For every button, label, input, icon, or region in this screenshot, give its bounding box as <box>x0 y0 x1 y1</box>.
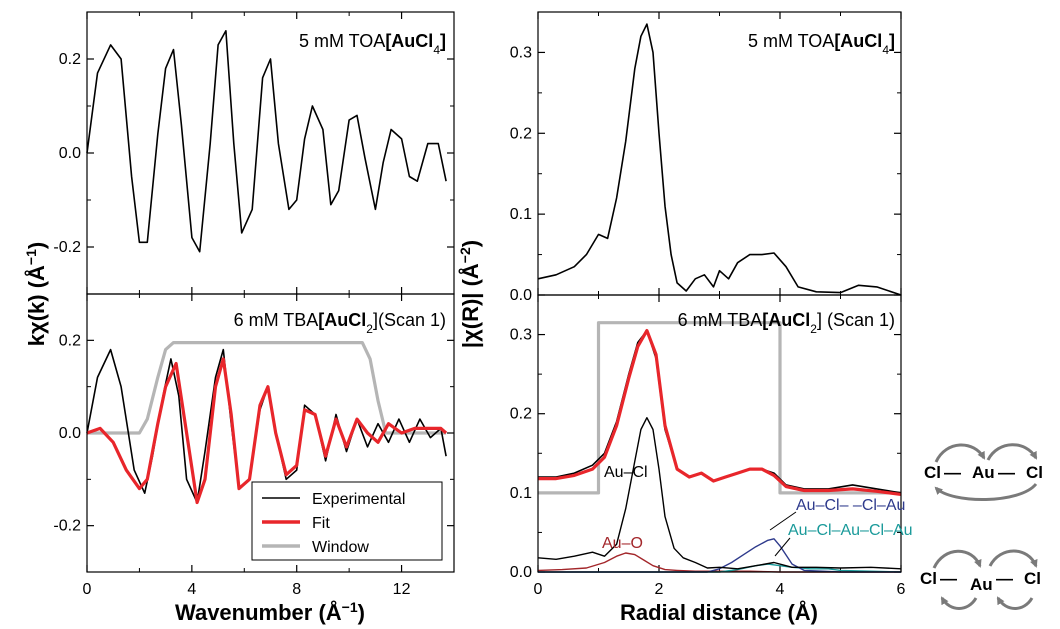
schem-bottom-arrow-left <box>932 549 982 569</box>
right-bottom-frame <box>537 294 902 573</box>
scattering-path-schematic: Cl — Au — Cl Cl — Au — Cl <box>920 443 1043 610</box>
annotation-pointer-cl-cl <box>769 511 797 531</box>
schem-top-arrow-left <box>934 443 986 463</box>
left-bottom-series-window <box>87 341 447 435</box>
right-top-series-experimental <box>537 23 902 296</box>
schem-bottom-bond-left: — <box>940 569 957 588</box>
right-top-plot: 0.3 0.2 0.1 0.0 <box>510 12 902 304</box>
legend-label-window: Window <box>312 539 369 556</box>
annotation-pointer-au-cl-au <box>774 537 791 557</box>
left-legend: Experimental Fit Window <box>251 481 443 561</box>
right-top-title: 5 mM TOA[AuCl4] <box>748 31 895 57</box>
legend-label-fit: Fit <box>312 515 330 532</box>
right-bottom-x-tick-label: 2 <box>655 581 664 598</box>
right-bottom-y-tick-label: 0.2 <box>510 406 532 423</box>
schem-bottom-cl-right: Cl <box>1024 569 1041 588</box>
left-bottom-x-tick-label: 8 <box>292 581 301 598</box>
left-bottom-x-tick-label: 4 <box>187 581 196 598</box>
annotation-au-cl-cl-au: Au–Cl– –Cl–Au <box>796 497 905 514</box>
schem-bottom-cl-left: Cl <box>920 569 937 588</box>
right-bottom-x-tick-label: 6 <box>897 581 906 598</box>
left-bottom-y-tick-label: 0.0 <box>59 425 81 442</box>
left-top-y-tick-label: 0.2 <box>59 51 81 68</box>
left-top-frame <box>86 11 455 295</box>
annotation-au-cl: Au–Cl <box>604 464 648 481</box>
right-bottom-y-tick-label: 0.0 <box>510 564 532 581</box>
left-bottom-series-fit <box>86 357 448 505</box>
left-top-y-tick-label: 0.0 <box>59 145 81 162</box>
right-bottom-y-tick-label: 0.3 <box>510 327 532 344</box>
right-bottom-series-window <box>538 321 901 495</box>
right-top-y-tick-label: 0.0 <box>510 287 532 304</box>
left-top-title: 5 mM TOA[AuCl4] <box>299 31 446 57</box>
left-bottom-title: 6 mM TBA[AuCl2](Scan 1) <box>234 310 446 336</box>
schem-bottom-au: Au <box>970 575 993 594</box>
schem-top-cl-right: Cl <box>1026 463 1043 482</box>
right-bottom-plot: 0 2 4 6 0.3 0.2 0.1 0.0 <box>510 295 906 598</box>
schem-top-arrow-return <box>934 482 1038 502</box>
right-top-frame <box>537 11 902 296</box>
right-top-y-tick-label: 0.1 <box>510 206 532 223</box>
right-y-axis-title: |χ(R)| (Å−2) <box>457 240 483 348</box>
schem-bottom-arrow-return-right <box>996 596 1034 610</box>
right-x-axis-title: Radial distance (Å) <box>620 599 818 625</box>
left-bottom-frame <box>86 293 455 573</box>
right-bottom-y-tick-label: 0.1 <box>510 485 532 502</box>
right-column: 0.3 0.2 0.1 0.0 0 2 4 6 0.3 0.2 0.1 0.0 5 mM TOA[A… <box>457 11 913 625</box>
left-bottom-y-tick-label: -0.2 <box>53 518 81 535</box>
annotation-au-o: Au–O <box>602 535 643 552</box>
schem-top-bond-left: — <box>944 463 961 482</box>
schem-bottom-arrow-right <box>988 549 1038 568</box>
left-bottom-x-tick-label: 0 <box>83 581 92 598</box>
schem-top-au: Au <box>972 463 995 482</box>
legend-label-experimental: Experimental <box>312 491 405 508</box>
right-bottom-series-au-cl <box>537 417 902 570</box>
right-top-y-tick-label: 0.2 <box>510 125 532 142</box>
right-bottom-series-au-cl-au-cl-au <box>538 563 902 573</box>
annotation-au-cl-au-cl-au: Au–Cl–Au–Cl–Au <box>788 522 913 539</box>
right-top-y-tick-label: 0.3 <box>510 44 532 61</box>
left-y-axis-title: kχ(k) (Å−1) <box>23 242 49 346</box>
left-x-axis-title: Wavenumber (Å−1) <box>175 599 365 625</box>
left-bottom-x-tick-label: 12 <box>393 581 411 598</box>
right-bottom-x-tick-label: 4 <box>776 581 785 598</box>
left-bottom-y-tick-label: 0.2 <box>59 332 81 349</box>
schem-bottom-bond-right: — <box>996 569 1013 588</box>
right-bottom-series-fit <box>538 329 902 496</box>
schem-top-arrow-right <box>986 443 1038 461</box>
left-bottom-plot: 0 4 8 12 0.2 0.0 -0.2 <box>53 294 454 598</box>
left-top-y-tick-label: -0.2 <box>53 239 81 256</box>
schem-top-bond-right: — <box>998 463 1015 482</box>
schem-bottom-arrow-return-left <box>940 596 978 610</box>
schematic-linear-top: Cl — Au — Cl <box>924 443 1043 502</box>
right-bottom-x-tick-label: 0 <box>534 581 543 598</box>
right-bottom-title: 6 mM TBA[AuCl2] (Scan 1) <box>678 310 895 336</box>
schem-top-cl-left: Cl <box>924 463 941 482</box>
left-top-plot: 0.2 0.0 -0.2 <box>53 12 454 294</box>
schematic-linear-bottom: Cl — Au — Cl <box>920 549 1041 610</box>
left-top-series-experimental <box>86 29 447 253</box>
left-column: 0.2 0.0 -0.2 0 4 8 12 0.2 0.0 -0.2 5 mM TOA[AuCl… <box>23 11 455 625</box>
